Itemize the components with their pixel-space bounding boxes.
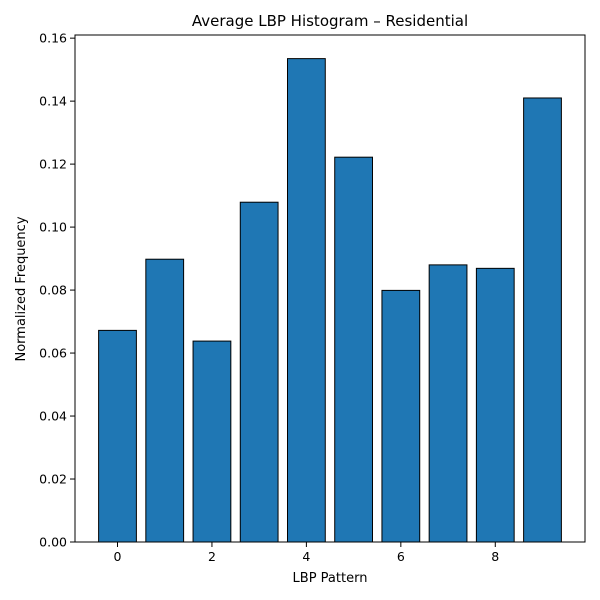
y-axis-ticks: 0.00 0.02 0.04 0.06 0.08 0.10 0.12 0.14 0.16: [39, 31, 75, 550]
bar-2: [192, 340, 232, 543]
y-tick-label-5: 0.10: [39, 220, 67, 235]
y-tick-label-4: 0.08: [39, 283, 67, 298]
x-tick-label-0: 0: [114, 549, 122, 564]
bar-1: [145, 258, 185, 543]
x-axis-ticks: 0 2 4 6 8: [114, 542, 499, 564]
bar-7: [428, 264, 468, 543]
x-axis-label: LBP Pattern: [293, 571, 368, 586]
bar-4: [287, 58, 326, 543]
x-tick-label-6: 6: [397, 549, 405, 564]
y-axis-label: Normalized Frequency: [14, 216, 29, 361]
bar-0: [98, 329, 137, 543]
x-tick-label-2: 2: [208, 549, 216, 564]
y-tick-label-2: 0.04: [39, 409, 67, 424]
y-tick-label-3: 0.06: [39, 346, 67, 361]
bar-9: [523, 97, 562, 543]
y-tick-label-0: 0.00: [39, 535, 67, 550]
bar-6: [381, 289, 421, 543]
plot-frame: [74, 34, 586, 543]
y-tick-label-1: 0.02: [39, 472, 67, 487]
y-tick-label-7: 0.14: [39, 94, 67, 109]
bar-8: [475, 267, 515, 543]
y-tick-label-8: 0.16: [39, 31, 67, 46]
bars-group: [98, 58, 562, 543]
x-tick-label-4: 4: [302, 549, 310, 564]
bar-5: [334, 156, 374, 543]
chart-title: Average LBP Histogram – Residential: [192, 12, 468, 30]
y-tick-label-6: 0.12: [39, 157, 67, 172]
bar-3: [239, 201, 279, 543]
x-tick-label-8: 8: [491, 549, 499, 564]
